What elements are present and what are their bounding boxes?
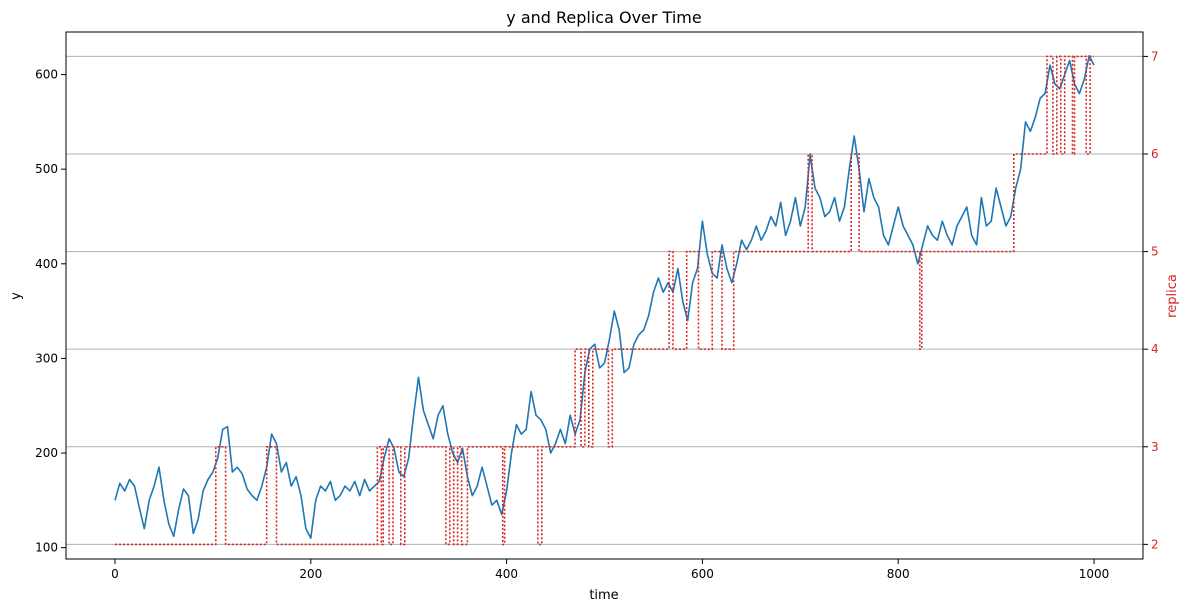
y-series-line: [114, 54, 1095, 539]
y-axis-label: y: [9, 292, 24, 300]
y-tick-label: 300: [35, 351, 58, 365]
replica-line: [115, 55, 1094, 546]
replica-series-line: [115, 55, 1094, 546]
y-tick-label: 600: [35, 68, 58, 82]
x-tick-label: 800: [887, 567, 910, 581]
x-tick-label: 200: [299, 567, 322, 581]
grid: [66, 55, 1143, 545]
y2-axis: 2 3 4 5 6 7: [1143, 49, 1159, 551]
y2-tick-label: 3: [1151, 440, 1159, 454]
x-tick-label: 1000: [1079, 567, 1110, 581]
y-tick-label: 100: [35, 541, 58, 555]
y2-tick-label: 4: [1151, 342, 1159, 356]
y-tick-label: 500: [35, 162, 58, 176]
y2-tick-label: 6: [1151, 147, 1159, 161]
y-line: [114, 54, 1095, 539]
y-tick-label: 200: [35, 446, 58, 460]
x-tick-label: 0: [111, 567, 119, 581]
x-tick-label: 600: [691, 567, 714, 581]
x-axis-label: time: [589, 588, 618, 603]
y2-tick-label: 2: [1151, 537, 1159, 551]
plot-frame: [65, 31, 1144, 560]
y-axis: 100 200 300 400 500 600: [35, 68, 66, 555]
x-axis: 0 200 400 600 800 1000: [111, 559, 1109, 581]
chart-title: y and Replica Over Time: [506, 8, 701, 27]
y2-axis-label: replica: [1165, 274, 1180, 318]
x-tick-label: 400: [495, 567, 518, 581]
y2-tick-label: 7: [1151, 49, 1159, 63]
y2-tick-label: 5: [1151, 245, 1159, 259]
y-tick-label: 400: [35, 257, 58, 271]
